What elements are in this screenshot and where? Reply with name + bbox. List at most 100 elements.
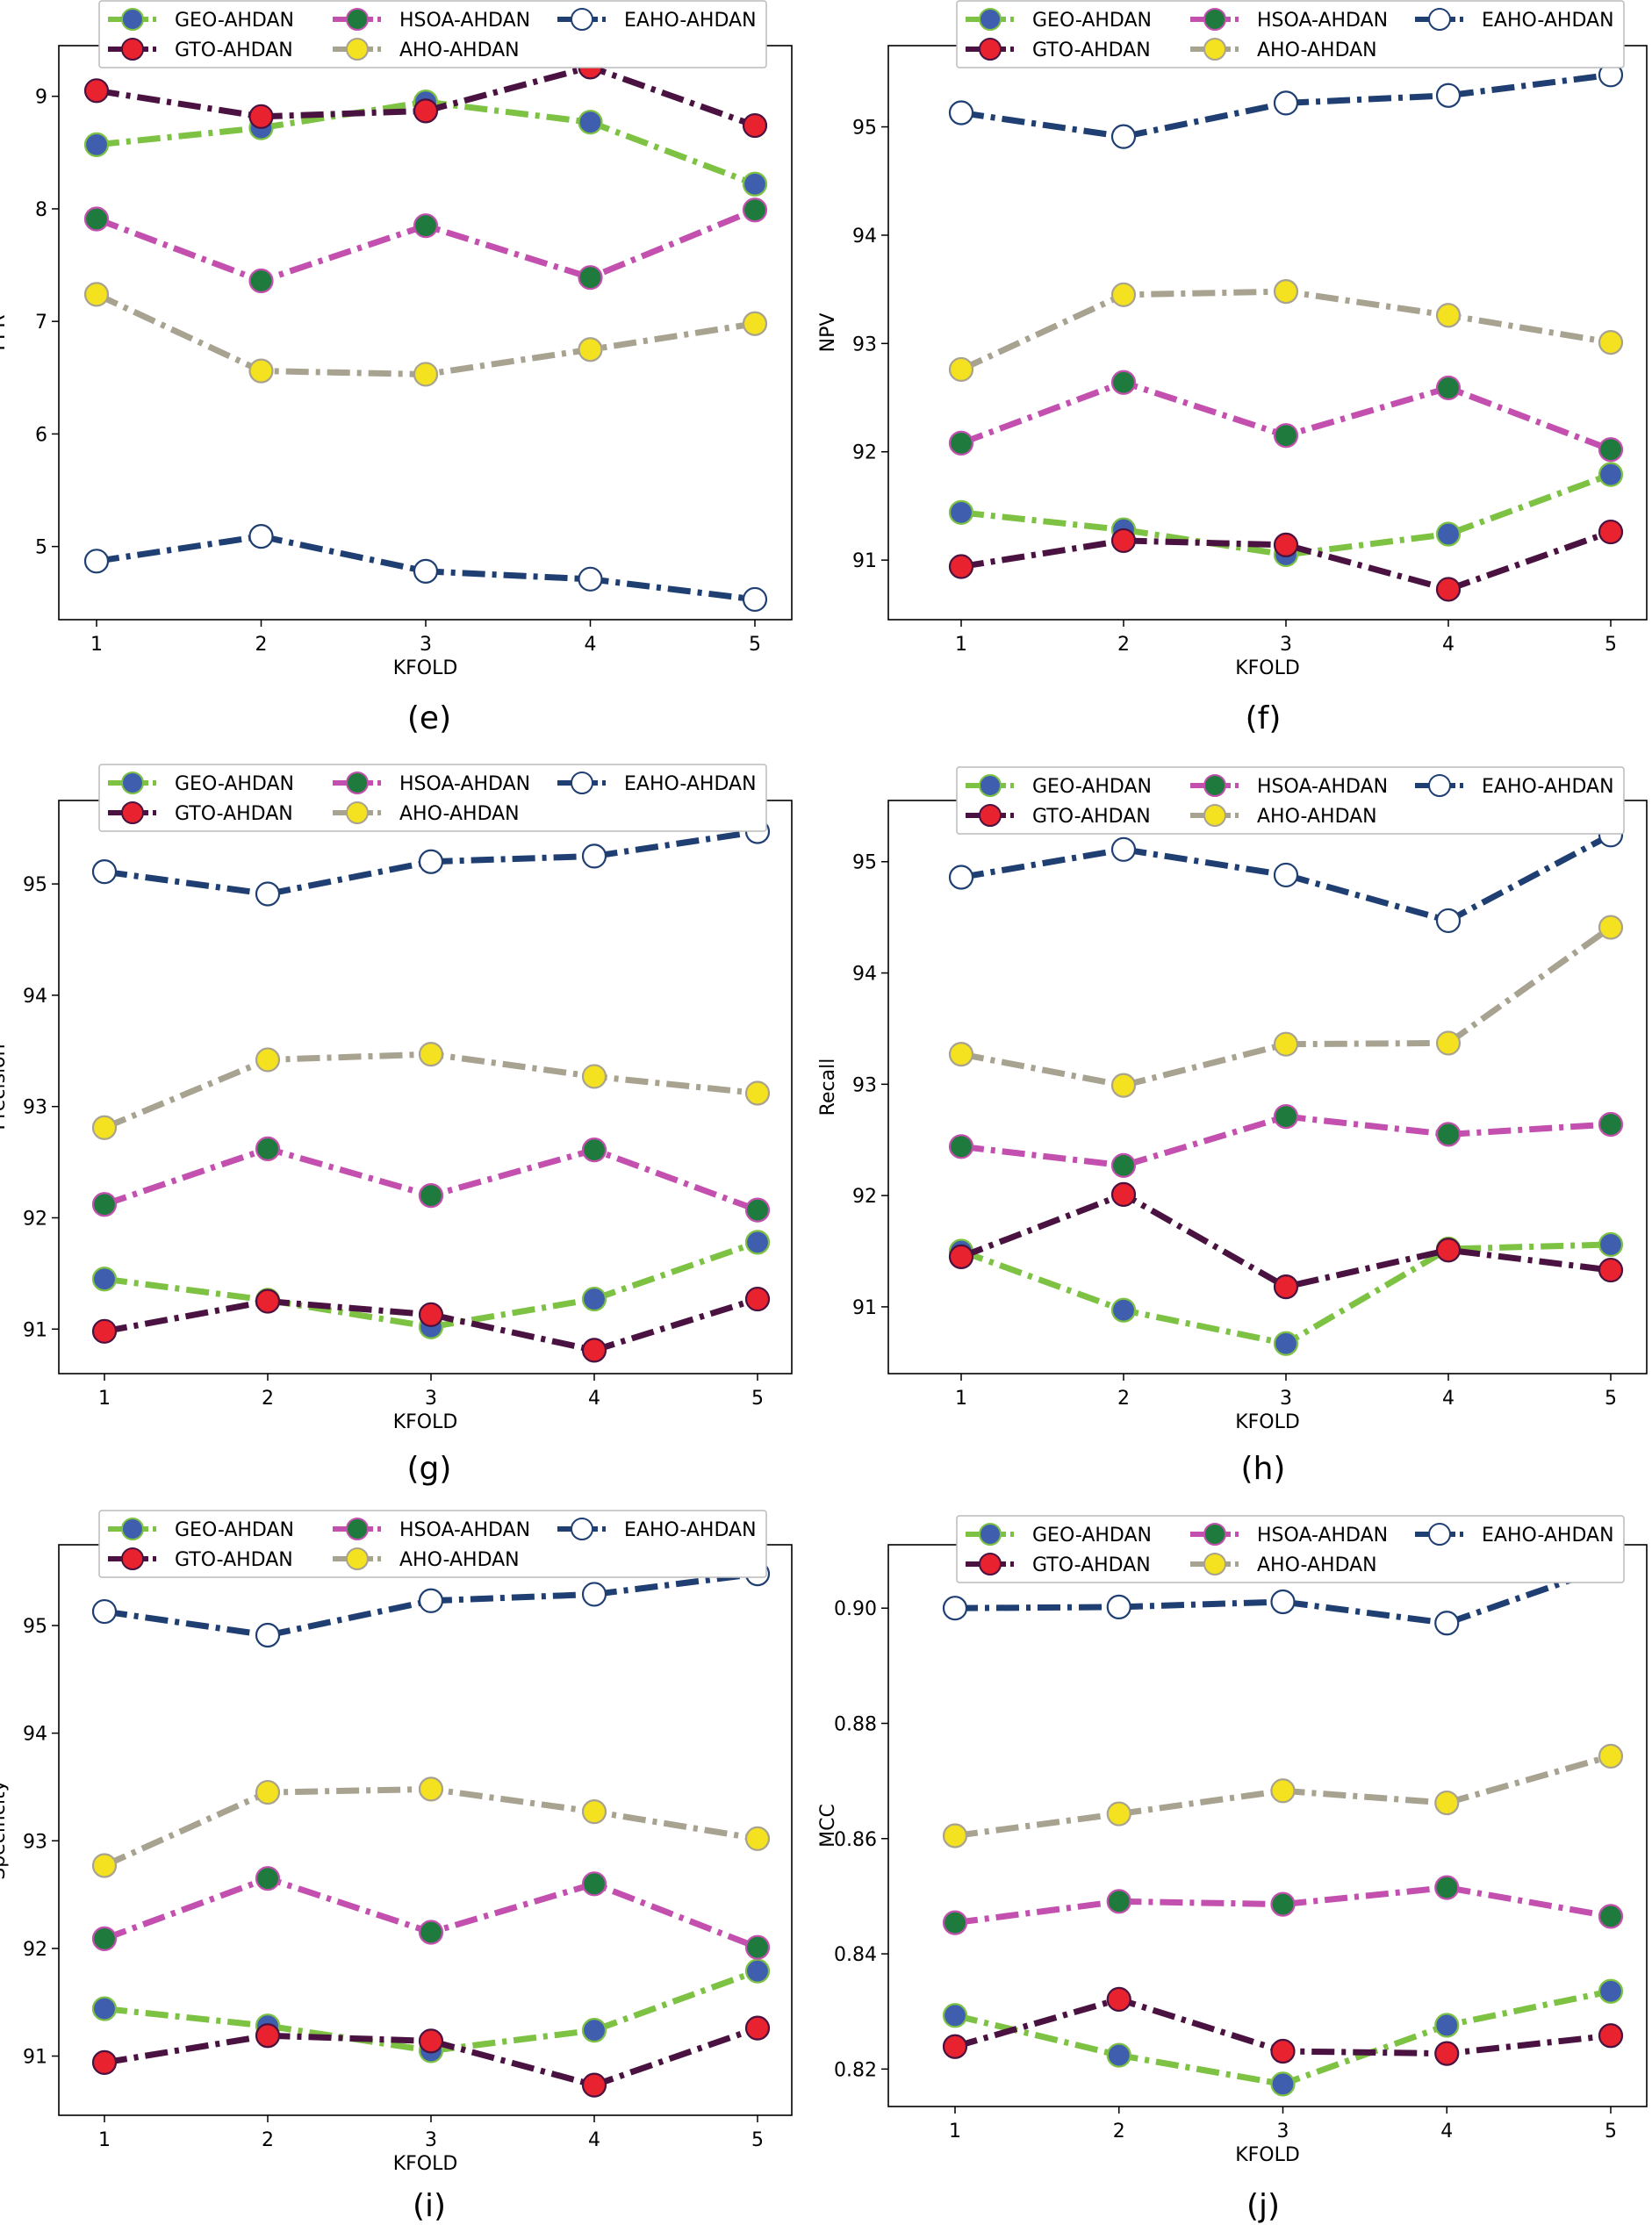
data-point <box>1434 2041 1460 2066</box>
y-tick-label: 93 <box>23 1097 47 1119</box>
data-point <box>1598 437 1624 463</box>
data-point <box>91 2049 118 2076</box>
data-point <box>83 206 110 232</box>
y-tick-label: 94 <box>23 986 47 1008</box>
legend-marker <box>979 774 1002 797</box>
y-tick-label: 92 <box>23 1939 47 1961</box>
legend-label: AHO-AHDAN <box>1257 39 1377 61</box>
y-tick-label: 7 <box>35 312 47 334</box>
data-point <box>581 1871 607 1897</box>
data-point <box>942 1910 968 1935</box>
y-tick-label: 95 <box>23 1616 47 1638</box>
x-tick-label: 4 <box>588 2129 600 2151</box>
data-point <box>1106 2042 1131 2068</box>
legend-label: HSOA-AHDAN <box>399 1519 530 1541</box>
data-point <box>1598 1743 1624 1769</box>
data-point <box>1270 1778 1296 1804</box>
data-point <box>742 171 768 197</box>
x-tick-label: 3 <box>1277 2121 1289 2142</box>
data-point <box>578 110 603 135</box>
legend-marker <box>346 38 369 61</box>
data-point <box>1273 90 1299 116</box>
panel-caption: (h) <box>1241 1451 1286 1487</box>
plot-frame <box>887 1544 1648 2107</box>
legend: GEO-AHDAN GTO-AHDAN HSOA-AHDAN AHO-AHDAN EAH… <box>956 766 1625 835</box>
legend: GEO-AHDAN GTO-AHDAN HSOA-AHDAN AHO-AHDAN EAH… <box>98 0 767 68</box>
data-point <box>255 1047 281 1073</box>
y-tick-label: 91 <box>852 1297 877 1319</box>
data-point <box>91 1192 118 1217</box>
data-point <box>1110 1152 1137 1178</box>
chart-panel-4: 91 92 93 94 95 1 2 3 4 5 KFOLD Recall GEO-AHDAN GTO-A… <box>817 766 1648 1487</box>
data-point <box>581 1582 607 1607</box>
y-axis-title: Precision <box>0 1044 10 1130</box>
legend-marker <box>121 38 144 61</box>
plot-frame <box>887 800 1648 1374</box>
data-point <box>248 104 274 129</box>
data-point <box>1273 423 1299 449</box>
x-tick-label: 2 <box>255 634 268 656</box>
data-point <box>83 78 110 104</box>
data-point <box>942 1596 968 1621</box>
data-point <box>413 362 439 387</box>
panel-caption: (g) <box>407 1451 452 1487</box>
x-tick-label: 3 <box>1280 1388 1292 1410</box>
legend-label: GTO-AHDAN <box>1032 39 1151 61</box>
data-point <box>1270 1589 1296 1615</box>
data-point <box>1106 1986 1131 2013</box>
legend-label: GEO-AHDAN <box>1032 1525 1152 1547</box>
data-point <box>418 1302 444 1327</box>
data-point <box>578 337 603 362</box>
legend-box <box>98 1510 767 1578</box>
data-point <box>83 132 110 157</box>
data-point <box>581 2072 607 2098</box>
series-line-gto-ahdan <box>959 1191 1612 1290</box>
data-point <box>1435 375 1462 401</box>
x-tick-label: 3 <box>1280 634 1292 656</box>
x-tick-label: 5 <box>749 634 761 656</box>
data-point <box>418 849 444 874</box>
panel-caption: (f) <box>1246 700 1282 736</box>
y-tick-label: 0.88 <box>834 1713 877 1735</box>
x-tick-label: 5 <box>751 2129 764 2151</box>
data-point <box>418 1920 444 1945</box>
data-point <box>742 112 768 139</box>
data-point <box>948 356 974 383</box>
data-point <box>948 499 974 525</box>
legend-label: GTO-AHDAN <box>175 39 293 61</box>
data-point <box>1435 908 1462 934</box>
data-point <box>744 1230 771 1255</box>
data-point <box>744 1286 771 1312</box>
data-point <box>1106 1889 1131 1914</box>
legend-marker <box>571 1518 593 1540</box>
x-tick-label: 4 <box>1442 1388 1454 1410</box>
data-point <box>418 1776 444 1802</box>
legend-marker <box>346 801 369 824</box>
data-point <box>948 1134 974 1159</box>
data-point <box>1110 1181 1137 1207</box>
legend-marker <box>1203 38 1226 61</box>
series-line-gto-ahdan <box>960 528 1612 592</box>
legend-marker <box>1203 8 1226 31</box>
y-tick-label: 0.90 <box>834 1598 877 1620</box>
legend-label: EAHO-AHDAN <box>624 1519 757 1541</box>
chart-panel-5: 91 92 93 94 95 1 2 3 4 5 KFOLD Specificity GEO-AHDAN… <box>0 1510 793 2224</box>
y-tick-label: 92 <box>852 1186 877 1208</box>
legend-marker <box>121 1547 144 1570</box>
data-point <box>1435 1238 1462 1263</box>
y-axis-title: Recall <box>817 1059 839 1116</box>
data-point <box>413 213 439 239</box>
x-tick-label: 4 <box>588 1388 600 1410</box>
legend-marker <box>1203 774 1226 797</box>
data-point <box>418 1183 444 1209</box>
data-point <box>91 1853 118 1878</box>
data-point <box>91 859 118 885</box>
data-point <box>255 2023 281 2049</box>
legend-marker <box>1428 8 1451 31</box>
data-point <box>255 1288 281 1314</box>
data-point <box>1434 1790 1460 1816</box>
legend-marker <box>346 8 369 31</box>
chart-panel-6: 0.82 0.84 0.86 0.88 0.90 1 2 3 4 5 KFOLD MCC GEO-AHD… <box>817 1515 1648 2224</box>
data-point <box>1598 2023 1624 2049</box>
